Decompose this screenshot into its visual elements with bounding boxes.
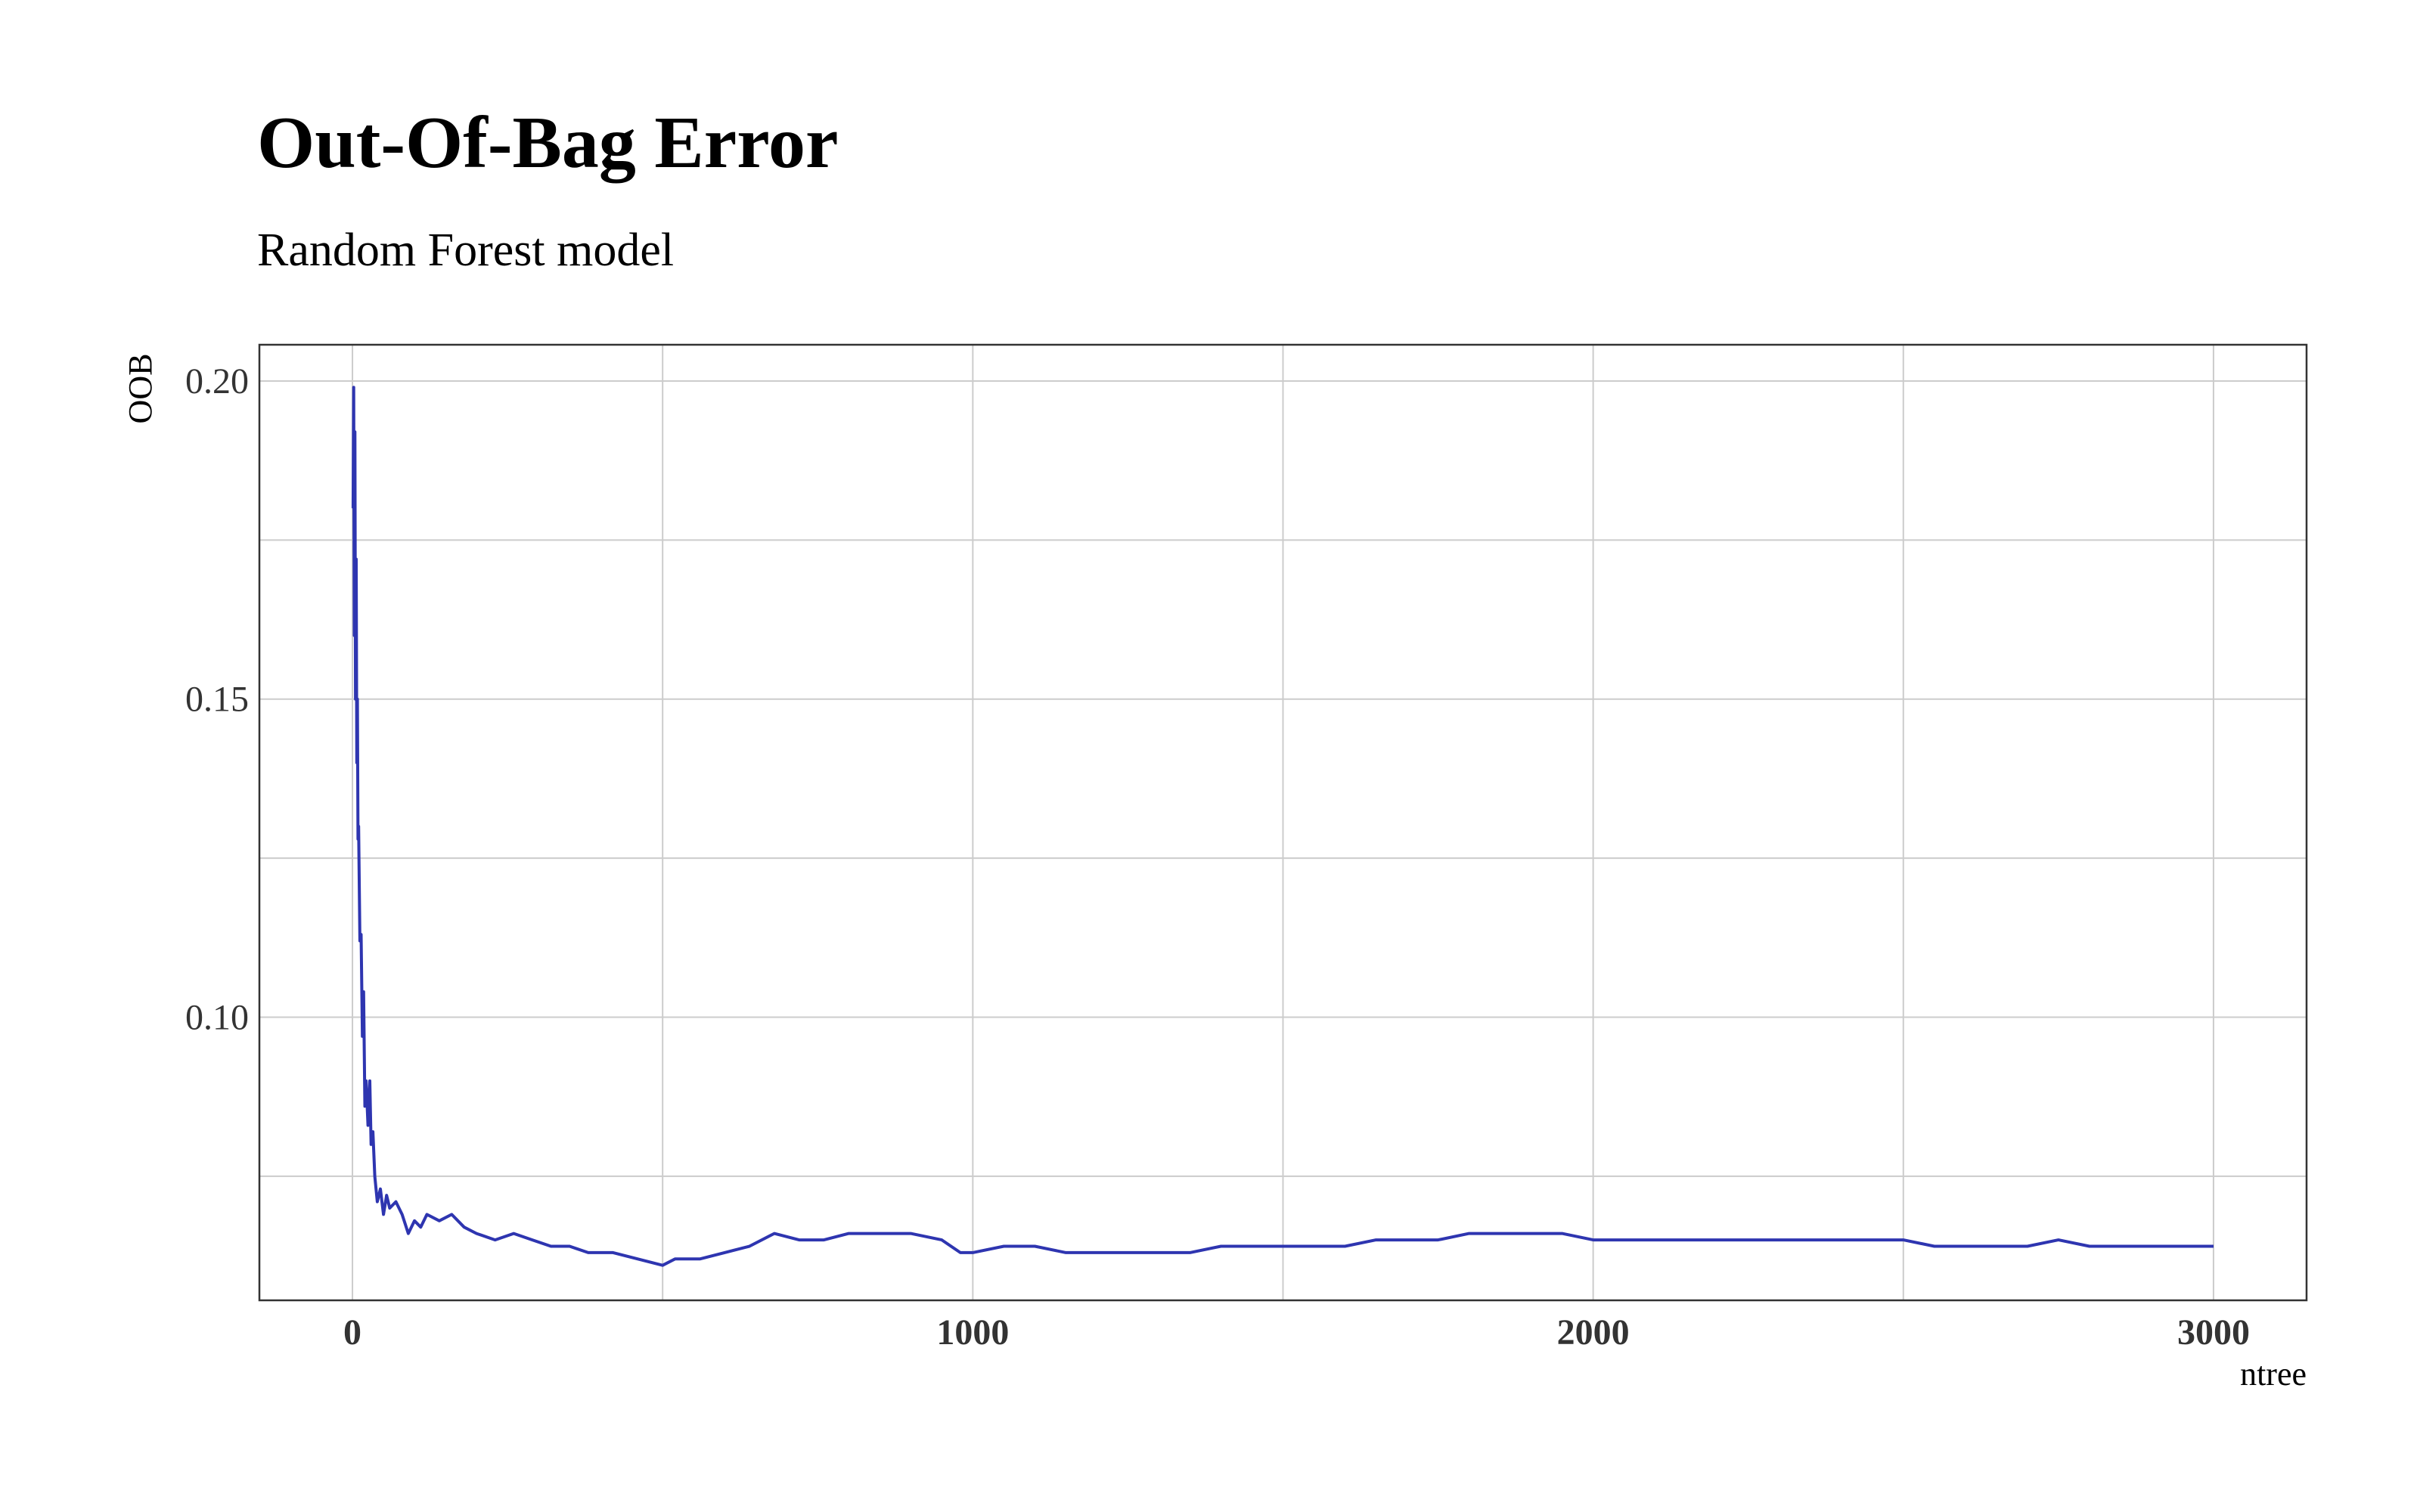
x-axis-label: ntree [2240,1356,2307,1393]
y-tick-label: 0.15 [185,680,249,720]
chart-title: Out-Of-Bag Error [257,102,839,184]
chart-subtitle: Random Forest model [257,225,675,276]
y-tick-labels: 0.10 0.15 0.20 [185,361,249,1038]
series-layer [351,386,2214,1267]
grid-lines [259,345,2307,1300]
x-tick-label: 2000 [1557,1312,1630,1352]
oob-series-line [351,386,2214,1267]
y-tick-label: 0.10 [185,998,249,1038]
x-tick-label: 0 [343,1312,361,1352]
x-tick-label: 1000 [936,1312,1009,1352]
x-tick-labels: 0 1000 2000 3000 [343,1312,2250,1352]
panel-border [258,343,2308,1302]
y-tick-label: 0.20 [185,361,249,401]
x-tick-label: 3000 [2177,1312,2250,1352]
y-axis-label: OOB [122,354,159,424]
